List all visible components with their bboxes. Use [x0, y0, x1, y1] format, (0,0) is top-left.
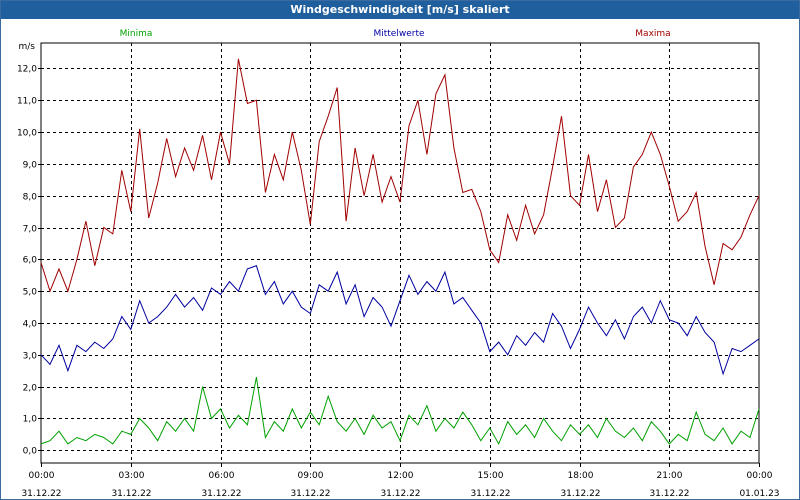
series-line-mittelwerte — [40, 265, 760, 376]
y-tick-label: 0,0 — [23, 447, 38, 457]
y-tick-label: 11,0 — [17, 97, 37, 107]
x-tick-label-date: 31.12.22 — [649, 489, 689, 499]
y-tick-label: 3,0 — [23, 352, 38, 362]
x-tick-label-date: 01.01.23 — [739, 489, 779, 499]
series-lines — [40, 58, 760, 446]
x-tick-label-date: 31.12.22 — [470, 489, 510, 499]
y-tick-label: 2,0 — [23, 384, 38, 394]
legend: Minima Mittelwerte Maxima — [120, 29, 671, 39]
x-tick-label-time: 03:00 — [119, 471, 145, 481]
series-line-maxima — [40, 58, 760, 293]
y-tick-label: 1,0 — [23, 415, 38, 425]
window-title: Windgeschwindigkeit [m/s] skaliert — [1, 1, 799, 19]
x-tick-label-time: 18:00 — [568, 471, 594, 481]
y-tick-label: 4,0 — [23, 320, 38, 330]
legend-entry-minima: Minima — [120, 29, 153, 39]
y-tick-label: 5,0 — [23, 288, 38, 298]
x-tick-label-date: 31.12.22 — [560, 489, 600, 499]
x-tick-label-date: 31.12.22 — [380, 489, 420, 499]
y-axis-label: m/s — [19, 42, 36, 52]
x-tick-label-time: 21:00 — [657, 471, 683, 481]
grid-lines — [41, 43, 759, 463]
x-tick-label-date: 31.12.22 — [21, 489, 61, 499]
x-tick-label-date: 31.12.22 — [111, 489, 151, 499]
y-tick-label: 6,0 — [23, 256, 38, 266]
y-tick-label: 8,0 — [23, 193, 38, 203]
series-line-minima — [40, 377, 760, 446]
x-tick-label-time: 00:00 — [747, 471, 773, 481]
y-tick-label: 7,0 — [23, 225, 38, 235]
axes: 0,0 1,0 2,0 3,0 4,0 5,0 6,0 7,0 8,0 9,0 10,0 11,0 12… — [17, 42, 780, 499]
legend-entry-mittelwerte: Mittelwerte — [373, 29, 424, 39]
x-tick-label-time: 00:00 — [29, 471, 55, 481]
wind-speed-chart: 0,0 1,0 2,0 3,0 4,0 5,0 6,0 7,0 8,0 9,0 10,0 11,0 12… — [17, 29, 780, 499]
y-tick-label: 12,0 — [17, 65, 37, 75]
y-tick-label: 10,0 — [17, 129, 37, 139]
x-tick-label-date: 31.12.22 — [290, 489, 330, 499]
legend-entry-maxima: Maxima — [635, 29, 670, 39]
x-tick-label-time: 06:00 — [209, 471, 235, 481]
x-tick-label-date: 31.12.22 — [201, 489, 241, 499]
x-tick-label-time: 15:00 — [478, 471, 504, 481]
x-tick-label-time: 09:00 — [298, 471, 324, 481]
x-tick-label-time: 12:00 — [388, 471, 414, 481]
y-tick-label: 9,0 — [23, 161, 38, 171]
